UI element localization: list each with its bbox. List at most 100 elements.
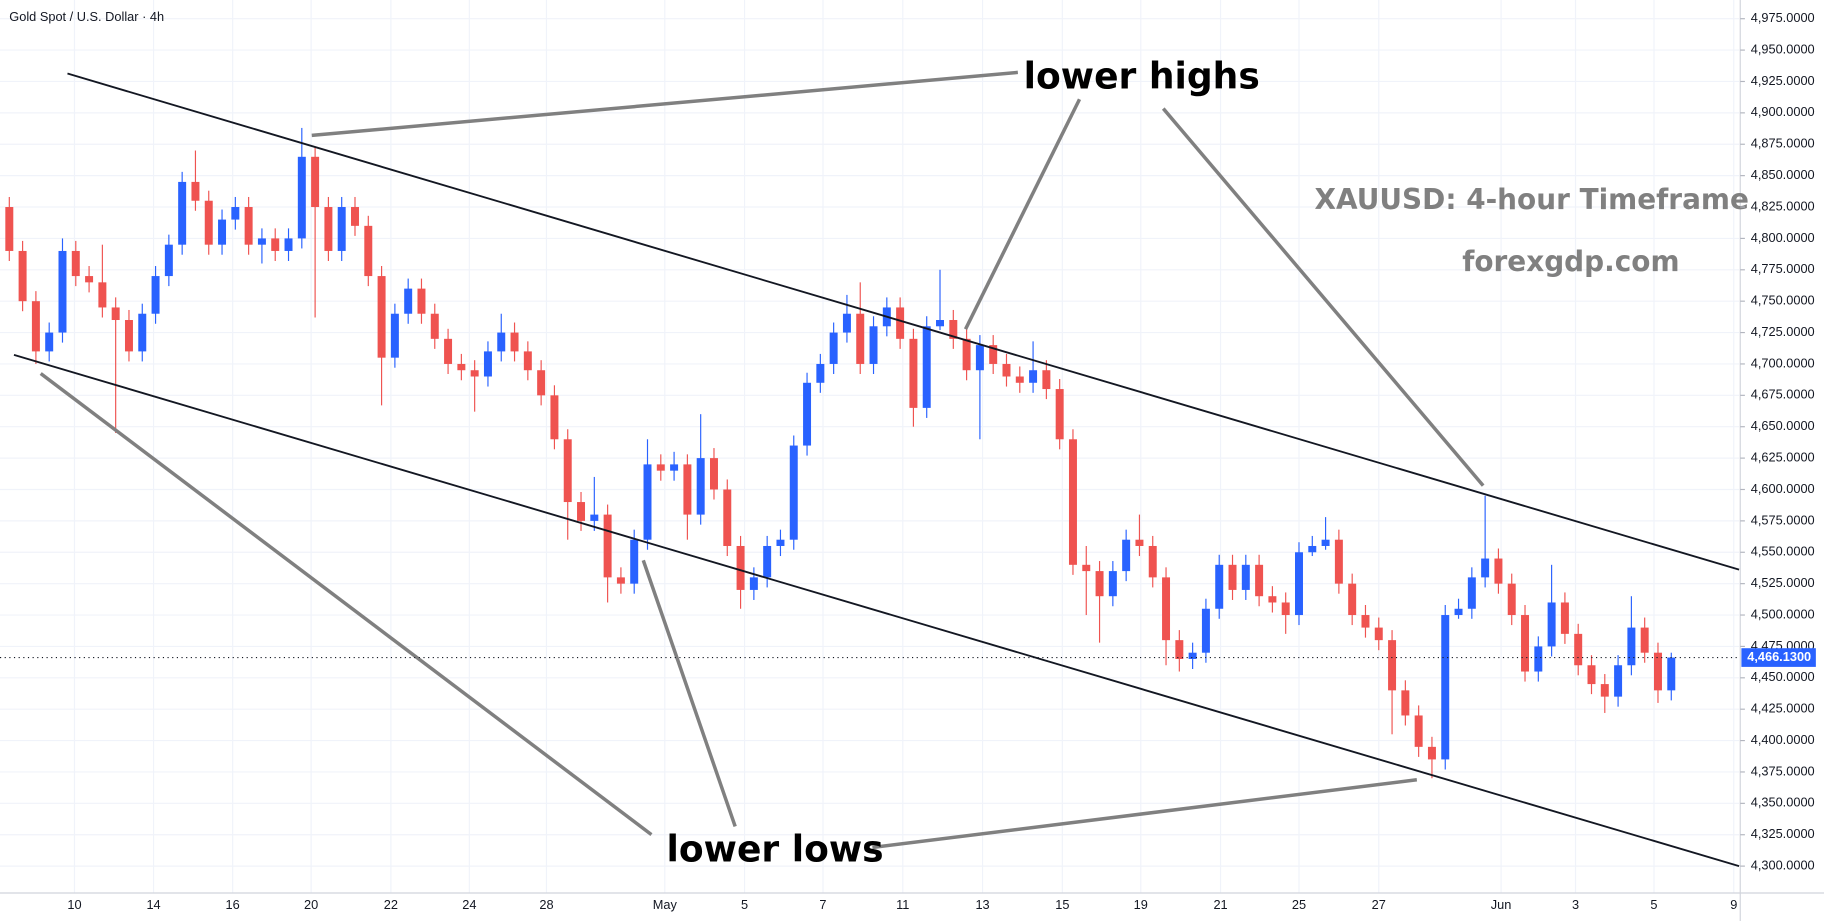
candle-body (842, 313, 851, 333)
candle-body (151, 276, 160, 314)
lower-channel-line (13, 353, 1740, 868)
candle-body (1295, 552, 1303, 616)
candle-body (204, 200, 213, 245)
candle-body (1308, 545, 1317, 553)
candle-body (71, 250, 80, 277)
candle-body (164, 244, 173, 277)
candle-body (962, 338, 971, 371)
x-tick-label: 15 (1055, 897, 1069, 912)
candle-body (124, 320, 133, 352)
candle-body (869, 326, 878, 364)
candle-body (5, 207, 14, 251)
candle-body (590, 514, 599, 521)
x-tick-label: Jun (1491, 897, 1512, 912)
x-tick-label: 9 (1730, 897, 1737, 912)
y-tick-label: 4,775.0000 (1751, 261, 1815, 276)
candle-body (417, 288, 426, 314)
candle-body (696, 458, 705, 515)
candle-body (1587, 665, 1596, 685)
candle-body (709, 458, 718, 490)
candle-body (324, 207, 333, 251)
candle-body (1374, 627, 1383, 641)
x-tick-label: May (653, 897, 678, 912)
y-tick-label: 4,675.0000 (1751, 387, 1815, 402)
y-tick-label: 4,600.0000 (1751, 481, 1815, 496)
x-tick-label: 3 (1572, 897, 1579, 912)
candle-body (550, 395, 559, 440)
y-tick-label: 4,450.0000 (1751, 669, 1815, 684)
y-tick-label: 4,400.0000 (1751, 732, 1815, 747)
candle-body (909, 338, 918, 408)
candle-body (404, 288, 413, 314)
candle-body (1521, 615, 1530, 672)
candle-body (723, 489, 732, 546)
candle-body (58, 250, 67, 333)
pointer-line (311, 70, 1019, 138)
last-price-label: 4,466.1300 (1747, 649, 1811, 664)
candle-body (1148, 545, 1157, 578)
candle-body (1401, 690, 1410, 716)
candle-body (816, 363, 825, 383)
candle-body (949, 320, 958, 339)
pointer-line (641, 559, 737, 828)
candle-body (736, 545, 745, 590)
pointer-line (1161, 107, 1485, 487)
candle-body (1494, 558, 1503, 584)
candle-body (1467, 577, 1476, 609)
axes-layer: 4,300.0000 4,325.0000 4,350.0000 4,375.0000… (0, 10, 1816, 912)
candle-body (457, 363, 466, 371)
candle-body (856, 313, 865, 364)
candle-body (603, 514, 612, 578)
x-tick-label: 5 (1650, 897, 1657, 912)
candle-body (1348, 583, 1357, 616)
candle-body (1414, 715, 1423, 747)
x-tick-label: 10 (67, 897, 81, 912)
candle-body (1068, 439, 1077, 565)
candle-body (231, 207, 240, 220)
candle-body (297, 156, 306, 239)
candle-body (1095, 571, 1104, 597)
y-tick-label: 4,625.0000 (1751, 449, 1815, 464)
candle-body (1321, 539, 1330, 546)
x-tick-label: 24 (462, 897, 476, 912)
candle-body (430, 313, 439, 339)
y-tick-label: 4,925.0000 (1751, 73, 1815, 88)
candle-body (1640, 627, 1649, 653)
candle-body (1241, 564, 1250, 590)
candle-body (683, 464, 692, 515)
candles-layer (5, 127, 1676, 779)
annotation: lower lows (667, 827, 884, 870)
candle-body (523, 351, 532, 371)
y-tick-label: 4,500.0000 (1751, 606, 1815, 621)
candle-body (364, 225, 373, 277)
candle-body (1361, 615, 1370, 628)
candle-body (789, 445, 798, 540)
candle-body (337, 207, 346, 251)
x-tick-label: 11 (896, 897, 909, 912)
y-tick-label: 4,425.0000 (1751, 701, 1815, 716)
candle-body (351, 207, 359, 226)
candle-body (1600, 684, 1609, 697)
candle-body (1427, 746, 1436, 760)
candle-body (563, 439, 572, 503)
x-tick-label: 19 (1134, 897, 1148, 912)
x-tick-label: 16 (226, 897, 240, 912)
candle-body (85, 276, 94, 283)
candle-body (1481, 558, 1490, 578)
candle-body (311, 156, 320, 208)
candle-body (1627, 627, 1636, 666)
candle-body (1162, 577, 1171, 641)
candle-body (749, 577, 758, 590)
candle-body (922, 326, 931, 408)
candle-body (510, 332, 519, 352)
candle-body (1560, 602, 1569, 634)
candle-body (1201, 608, 1210, 653)
y-tick-label: 4,700.0000 (1751, 355, 1815, 370)
x-tick-label: 20 (304, 897, 318, 912)
candle-body (1188, 652, 1197, 659)
candle-body (829, 332, 838, 364)
y-tick-label: 4,825.0000 (1751, 198, 1815, 213)
candle-body (1507, 583, 1516, 616)
candle-body (377, 276, 386, 358)
